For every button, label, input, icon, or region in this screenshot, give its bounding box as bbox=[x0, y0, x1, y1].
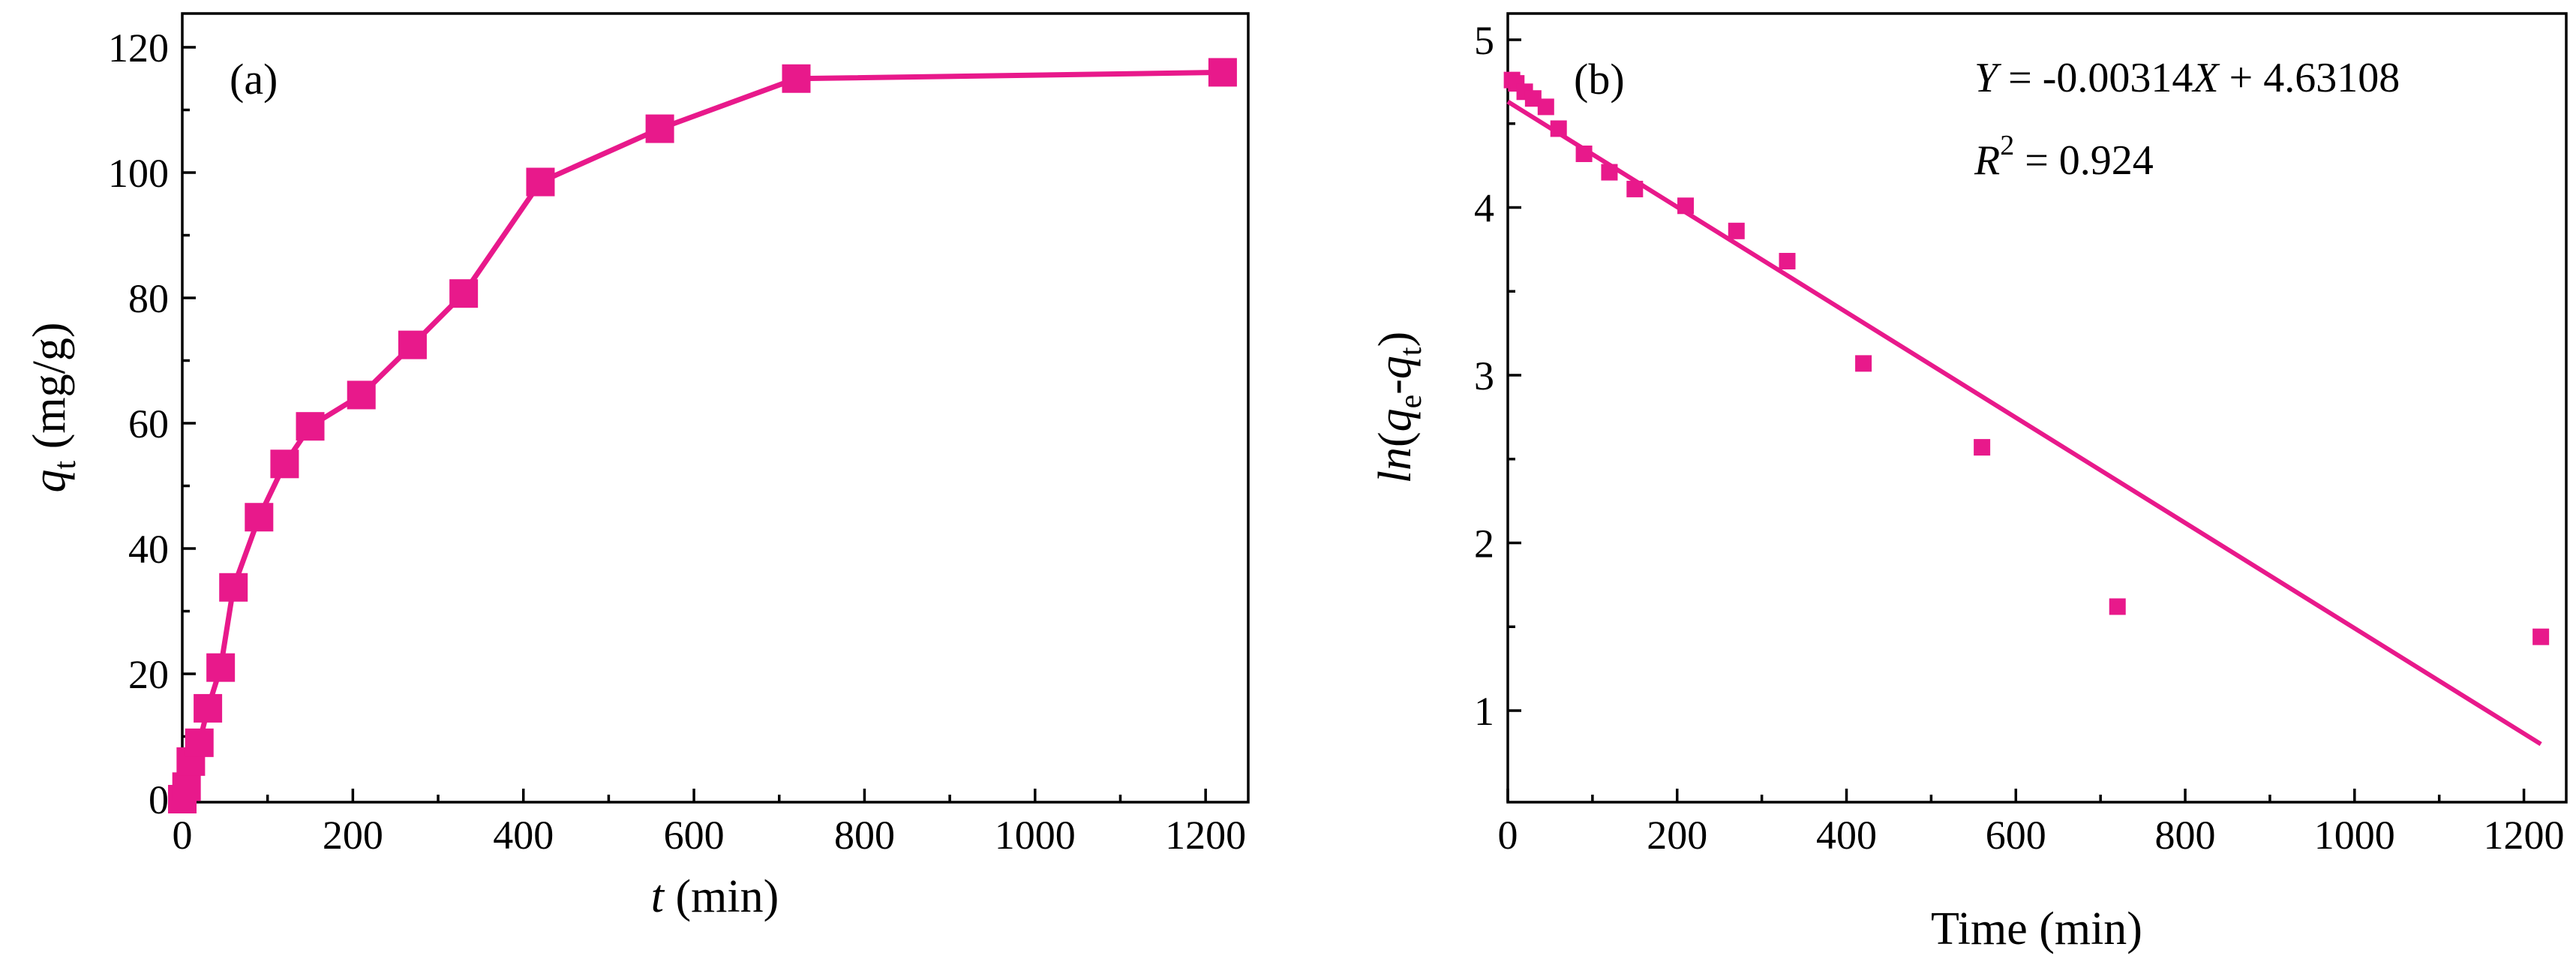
chart-b-x-tick-labels: 0 200 400 600 800 1000 1200 bbox=[1498, 813, 2565, 858]
data-point-marker bbox=[782, 64, 811, 93]
data-point-marker bbox=[347, 380, 376, 410]
x-tick-label: 1200 bbox=[1165, 813, 1246, 858]
data-point-marker bbox=[1728, 222, 1745, 239]
x-tick-label: 600 bbox=[664, 813, 725, 858]
data-point-marker bbox=[2109, 598, 2126, 615]
chart-b-y-axis-open: ( bbox=[1370, 431, 1421, 447]
chart-b-fit-line bbox=[1506, 99, 2542, 747]
chart-a-y-axis-title: qt (mg/g) bbox=[24, 323, 83, 493]
chart-b-y-axis-ln: ln bbox=[1370, 447, 1421, 483]
x-tick-label: 200 bbox=[1647, 813, 1707, 858]
chart-b-y-axis-q2: q bbox=[1370, 356, 1421, 379]
chart-a-ticks bbox=[181, 46, 1207, 802]
y-tick-label: 80 bbox=[128, 276, 169, 321]
y-tick-label: 120 bbox=[108, 26, 169, 71]
chart-b-panel-label: (b) bbox=[1574, 55, 1625, 104]
x-tick-label: 800 bbox=[834, 813, 895, 858]
data-point-marker bbox=[1626, 180, 1644, 197]
data-point-marker bbox=[206, 653, 236, 682]
chart-a-y-axis-var: q bbox=[24, 469, 75, 492]
y-tick-label: 0 bbox=[149, 777, 169, 822]
x-tick-label: 400 bbox=[493, 813, 554, 858]
chart-a-x-axis-var: t bbox=[651, 871, 665, 922]
chart-b-r-squared: R2 = 0.924 bbox=[1974, 130, 2154, 184]
data-point-marker bbox=[245, 503, 274, 532]
y-tick-label: 1 bbox=[1474, 689, 1494, 734]
chart-b-y-tick-labels: 1 2 3 4 5 bbox=[1474, 18, 1494, 734]
chart-b-plot-frame bbox=[1506, 12, 2568, 804]
data-point-marker bbox=[1575, 145, 1593, 162]
chart-a-y-tick-labels: 0 20 40 60 80 100 120 bbox=[108, 26, 169, 822]
chart-b-r2-r: R bbox=[1974, 137, 2000, 184]
data-point-marker bbox=[2532, 628, 2550, 645]
chart-b-eq-lhs: Y bbox=[1974, 55, 2002, 101]
data-point-marker bbox=[296, 412, 325, 441]
chart-a-x-tick-labels: 0 200 400 600 800 1000 1200 bbox=[173, 813, 1247, 858]
chart-a-panel-label: (a) bbox=[230, 55, 278, 104]
chart-a-x-axis-unit: (min) bbox=[664, 871, 779, 922]
data-point-marker bbox=[526, 167, 555, 197]
x-tick-label: 0 bbox=[1498, 813, 1518, 858]
chart-b-fit-equation: Y = -0.00314X + 4.63108 bbox=[1974, 55, 2400, 101]
chart-a-plot-frame bbox=[181, 12, 1250, 804]
x-tick-label: 600 bbox=[1986, 813, 2046, 858]
data-point-marker bbox=[1601, 164, 1618, 181]
chart-b-eq-rhs: + 4.63108 bbox=[2219, 55, 2400, 101]
chart-a-x-axis-title: t (min) bbox=[651, 871, 779, 922]
x-tick-label: 1000 bbox=[995, 813, 1076, 858]
y-tick-label: 3 bbox=[1474, 353, 1494, 398]
y-tick-label: 2 bbox=[1474, 522, 1494, 567]
x-tick-label: 1200 bbox=[2484, 813, 2565, 858]
chart-b: 0 200 400 600 800 1000 1200 1 2 3 4 5 (b) Y = -0.0… bbox=[1370, 12, 2568, 954]
chart-b-eq-x: X bbox=[2191, 55, 2220, 101]
chart-a-series-line bbox=[179, 69, 1223, 801]
chart-b-y-axis-sub2: t bbox=[1394, 347, 1428, 356]
y-tick-label: 100 bbox=[108, 151, 169, 196]
data-point-marker bbox=[1677, 197, 1695, 215]
chart-b-markers bbox=[1503, 71, 2550, 645]
chart-b-y-axis-dash: - bbox=[1370, 379, 1421, 395]
data-point-marker bbox=[1524, 90, 1542, 107]
data-point-marker bbox=[270, 449, 299, 479]
data-point-marker bbox=[449, 279, 479, 308]
chart-b-y-axis-sub1: e bbox=[1394, 395, 1428, 409]
chart-a-markers bbox=[168, 58, 1237, 813]
chart-b-x-axis-title: Time (min) bbox=[1931, 903, 2142, 954]
chart-b-r2-sup: 2 bbox=[2000, 130, 2014, 161]
chart-a-y-axis-unit: (mg/g) bbox=[24, 323, 75, 461]
x-tick-label: 200 bbox=[323, 813, 383, 858]
y-tick-label: 40 bbox=[128, 527, 169, 572]
data-point-marker bbox=[1974, 439, 1991, 456]
x-tick-label: 800 bbox=[2155, 813, 2216, 858]
x-tick-label: 400 bbox=[1816, 813, 1877, 858]
data-point-marker bbox=[1537, 98, 1554, 116]
data-point-marker bbox=[172, 772, 201, 801]
chart-b-y-axis-q1: q bbox=[1370, 408, 1421, 431]
x-tick-label: 1000 bbox=[2314, 813, 2395, 858]
y-tick-label: 4 bbox=[1474, 186, 1494, 231]
data-point-marker bbox=[398, 330, 427, 359]
data-point-marker bbox=[219, 573, 248, 602]
data-point-marker bbox=[645, 114, 674, 143]
chart-b-r2-rest: = 0.924 bbox=[2014, 137, 2154, 184]
data-point-marker bbox=[1550, 120, 1567, 137]
x-tick-label: 0 bbox=[173, 813, 193, 858]
data-point-marker bbox=[1779, 253, 1796, 270]
chart-a: 0 200 400 600 800 1000 1200 0 20 40 60 80 100 120 (a… bbox=[24, 12, 1250, 922]
y-tick-label: 5 bbox=[1474, 18, 1494, 63]
chart-b-eq-mid: = -0.00314 bbox=[1998, 55, 2193, 101]
data-point-marker bbox=[194, 693, 223, 723]
y-tick-label: 20 bbox=[128, 652, 169, 697]
y-tick-label: 60 bbox=[128, 401, 169, 446]
data-point-marker bbox=[1855, 355, 1872, 372]
chart-b-y-axis-title: ln(qe-qt) bbox=[1370, 332, 1428, 484]
chart-b-ticks bbox=[1506, 38, 2526, 802]
chart-b-y-axis-close: ) bbox=[1370, 332, 1421, 347]
data-point-marker bbox=[185, 728, 214, 757]
data-point-marker bbox=[1208, 58, 1237, 87]
chart-a-y-axis-sub: t bbox=[48, 460, 83, 469]
